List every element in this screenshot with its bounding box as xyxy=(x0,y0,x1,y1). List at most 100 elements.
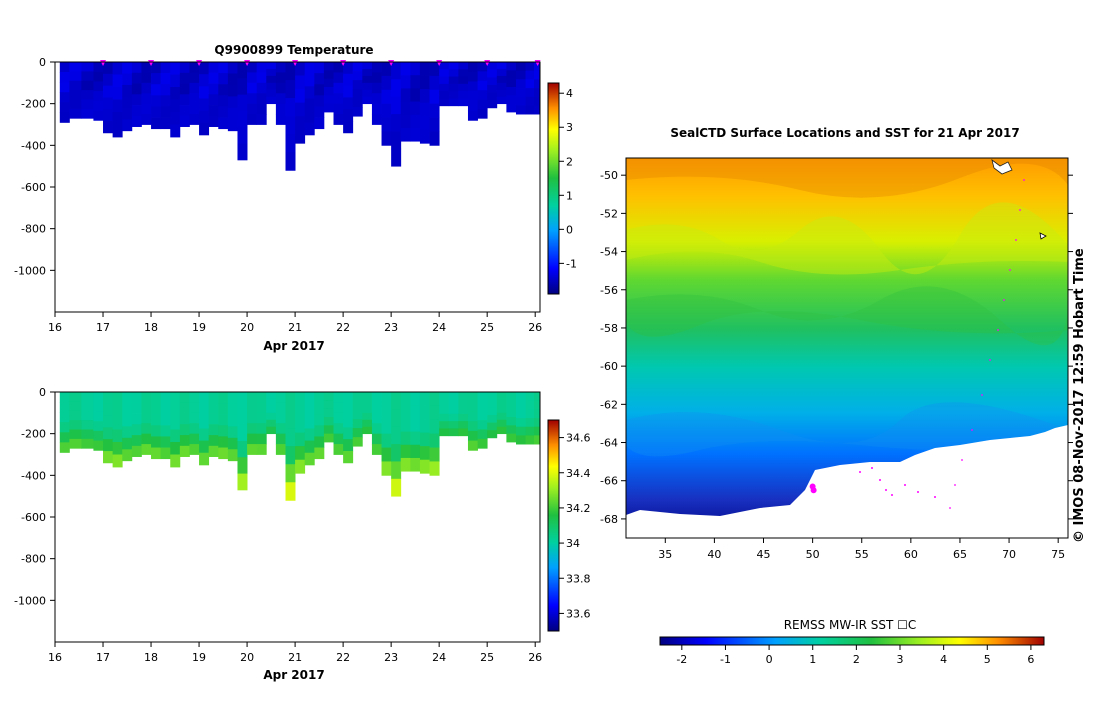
y-tick-label: -200 xyxy=(21,428,46,441)
profile-cell xyxy=(131,83,142,95)
profile-cell xyxy=(333,103,344,115)
profile-cell xyxy=(69,71,82,82)
profile-cell xyxy=(208,94,219,106)
profile-cell xyxy=(170,404,181,418)
profile-cell xyxy=(103,62,114,75)
profile-cell xyxy=(131,392,142,404)
profile-cell xyxy=(103,451,114,464)
profile-cell xyxy=(160,425,171,437)
profile-cell xyxy=(362,62,373,70)
y-tick-label: -400 xyxy=(21,139,46,152)
profile-cell xyxy=(103,415,114,428)
profile-cell xyxy=(458,62,469,70)
profile-cell xyxy=(256,114,267,125)
profile-cell xyxy=(160,403,171,415)
profile-cell xyxy=(525,88,535,98)
profile-cell xyxy=(343,403,354,417)
profile-cell xyxy=(400,457,411,472)
profile-cell xyxy=(179,413,190,425)
profile-cell xyxy=(506,417,517,426)
profile-cell xyxy=(237,78,248,96)
lat-tick-label: -58 xyxy=(600,322,618,335)
profile-cell xyxy=(285,134,296,153)
profile-cell xyxy=(122,62,133,74)
profile-cell xyxy=(295,116,306,131)
profile-cell xyxy=(69,438,82,449)
profile-cell xyxy=(371,392,382,403)
profile-cell xyxy=(141,392,152,403)
profile-cell xyxy=(151,403,162,415)
profile-cell xyxy=(122,414,133,427)
profile-cell xyxy=(304,392,315,405)
profile-cell xyxy=(112,74,123,88)
profile-cell xyxy=(237,392,248,409)
lat-tick-label: -62 xyxy=(600,398,618,411)
profile-cell xyxy=(343,415,354,428)
profile-cell xyxy=(381,103,392,118)
profile-cell xyxy=(160,73,171,85)
profile-cell xyxy=(295,459,306,474)
profile-cell xyxy=(333,402,344,414)
x-tick-label: 26 xyxy=(528,651,542,664)
profile-cell xyxy=(525,96,535,106)
profile-cell xyxy=(323,400,334,410)
profile-cell xyxy=(199,392,210,405)
profile-cell xyxy=(410,114,421,129)
profile-cell xyxy=(487,422,498,431)
profile-cell xyxy=(400,75,411,89)
profile-cell xyxy=(352,107,363,117)
profile-cell xyxy=(160,392,171,404)
profile-cell xyxy=(247,444,258,455)
profile-cell xyxy=(103,85,114,98)
profile-cell xyxy=(247,93,258,105)
profile-cell xyxy=(323,433,334,443)
profile-cell xyxy=(448,83,459,92)
temperature-x-axis: 16 17 18 19 20 21 22 23 24 25 26 xyxy=(48,312,542,334)
profile-cell xyxy=(218,436,229,448)
profile-cell xyxy=(295,129,306,144)
profile-cell xyxy=(208,72,219,84)
profile-cell xyxy=(179,392,190,404)
salinity-xlabel: Apr 2017 xyxy=(263,668,324,682)
profile-cell xyxy=(467,440,478,451)
profile-cell xyxy=(122,84,133,97)
profile-cell xyxy=(208,445,219,457)
profile-cell xyxy=(534,96,540,106)
profile-cell xyxy=(515,435,526,445)
profile-cell xyxy=(275,82,286,94)
profile-cell xyxy=(410,101,421,116)
profile-cell xyxy=(151,414,162,426)
profile-cell xyxy=(141,93,152,105)
profile-cell xyxy=(189,103,200,115)
lat-tick-label: -54 xyxy=(600,246,618,259)
profile-cell xyxy=(227,73,238,86)
x-tick-label: 23 xyxy=(384,321,398,334)
colorbar-tick-label: 3 xyxy=(566,121,573,134)
profile-cell xyxy=(534,62,540,72)
profile-cell xyxy=(467,421,478,432)
profile-cell xyxy=(256,412,267,424)
colorbar-tick-label: 34.4 xyxy=(566,467,591,480)
profile-cell xyxy=(227,84,238,97)
profile-cell xyxy=(352,401,363,411)
x-tick-label: 16 xyxy=(48,651,62,664)
profile-cell xyxy=(237,143,248,161)
profile-cell xyxy=(218,403,229,415)
profile-cell xyxy=(170,74,181,88)
profile-cell xyxy=(429,117,440,132)
profile-cell xyxy=(419,405,430,420)
profile-cell xyxy=(151,73,162,85)
profile-cell xyxy=(295,75,306,90)
profile-cell xyxy=(160,62,171,74)
profile-cell xyxy=(343,439,354,452)
profile-cell xyxy=(314,95,325,107)
profile-cell xyxy=(247,412,258,424)
profile-cell xyxy=(141,62,152,73)
profile-cell xyxy=(81,80,94,91)
profile-cell xyxy=(429,433,440,448)
profile-cell xyxy=(496,419,507,428)
profile-cell xyxy=(295,62,306,76)
profile-cell xyxy=(227,119,238,132)
profile-cell xyxy=(247,62,258,73)
profile-cell xyxy=(69,62,82,72)
